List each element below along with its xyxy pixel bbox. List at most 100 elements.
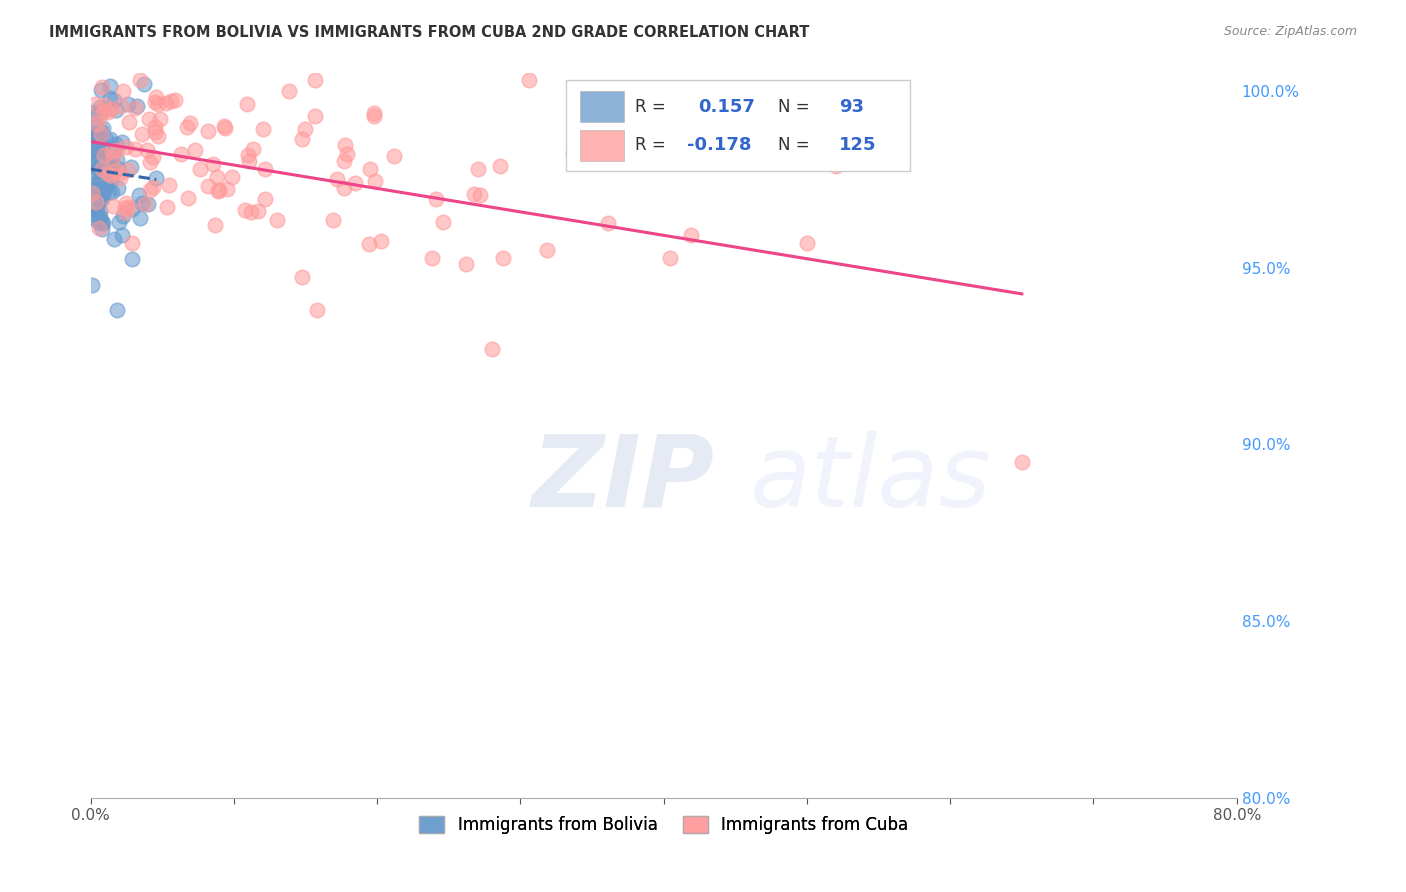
Point [207, 183, 229, 197]
Point [87, 177, 110, 191]
FancyBboxPatch shape [567, 80, 910, 171]
Point [252, 121, 274, 136]
Point [1011, 455, 1033, 469]
Point [454, 257, 477, 271]
Point [87, 220, 110, 235]
Point [591, 132, 613, 146]
Point [94, 178, 117, 193]
Point [111, 83, 134, 97]
Point [89, 174, 111, 188]
Point [86, 203, 108, 218]
Point [333, 138, 356, 153]
Point [111, 135, 134, 149]
Point [107, 181, 129, 195]
Point [221, 169, 243, 184]
Point [128, 187, 150, 202]
Point [681, 227, 703, 242]
Point [291, 270, 314, 285]
Point [90, 191, 112, 205]
Point [370, 235, 392, 249]
Point [87, 192, 110, 206]
Point [93, 103, 115, 118]
Point [82, 184, 104, 198]
Point [121, 252, 143, 266]
Point [240, 205, 263, 219]
Point [201, 156, 224, 170]
Point [105, 302, 128, 317]
Point [304, 73, 326, 87]
Text: N =: N = [779, 97, 810, 116]
Point [107, 215, 129, 229]
Point [80, 120, 103, 135]
Point [212, 119, 235, 133]
Point [93, 144, 115, 158]
Point [242, 142, 264, 156]
Point [517, 73, 540, 87]
Point [91, 80, 114, 95]
Point [233, 202, 256, 217]
Point [155, 96, 177, 111]
Point [149, 112, 172, 127]
Point [100, 102, 122, 116]
Point [120, 160, 142, 174]
Point [197, 124, 219, 138]
Point [101, 186, 124, 200]
FancyBboxPatch shape [581, 130, 624, 161]
Point [80, 153, 103, 167]
Point [236, 97, 259, 112]
Point [333, 153, 356, 168]
Point [98, 91, 121, 105]
Point [103, 93, 125, 107]
Point [468, 188, 491, 202]
Point [824, 159, 846, 173]
Point [489, 159, 512, 173]
Point [124, 142, 146, 156]
Point [86, 208, 108, 222]
Point [136, 144, 159, 158]
Point [359, 237, 381, 252]
Point [165, 93, 187, 107]
Point [145, 171, 167, 186]
Point [84, 181, 107, 195]
Point [266, 213, 288, 227]
Point [659, 252, 682, 266]
Point [142, 179, 165, 194]
Point [90, 128, 112, 142]
Point [82, 105, 104, 120]
Point [425, 192, 447, 206]
Text: atlas: atlas [749, 431, 991, 527]
Point [84, 195, 107, 210]
Point [87, 142, 110, 156]
Point [90, 128, 112, 142]
Point [157, 178, 180, 192]
Point [86, 160, 108, 174]
Point [89, 204, 111, 219]
Text: IMMIGRANTS FROM BOLIVIA VS IMMIGRANTS FROM CUBA 2ND GRADE CORRELATION CHART: IMMIGRANTS FROM BOLIVIA VS IMMIGRANTS FR… [49, 25, 810, 40]
Point [108, 166, 131, 180]
Point [101, 199, 124, 213]
Point [98, 168, 121, 182]
Point [131, 128, 153, 142]
Point [207, 184, 229, 198]
Point [170, 146, 193, 161]
Point [205, 169, 228, 184]
Point [467, 162, 489, 177]
Point [89, 100, 111, 114]
Point [80, 186, 103, 200]
Point [105, 153, 128, 168]
Point [131, 196, 153, 211]
Point [463, 186, 485, 201]
Point [87, 112, 110, 126]
Point [156, 200, 179, 214]
Point [80, 278, 103, 293]
Point [93, 98, 115, 112]
Point [536, 243, 558, 257]
Point [333, 180, 356, 194]
Point [796, 235, 818, 250]
Point [84, 186, 107, 200]
Point [422, 252, 444, 266]
Point [145, 120, 167, 135]
Point [112, 210, 135, 224]
Point [87, 173, 110, 187]
Point [105, 103, 128, 117]
